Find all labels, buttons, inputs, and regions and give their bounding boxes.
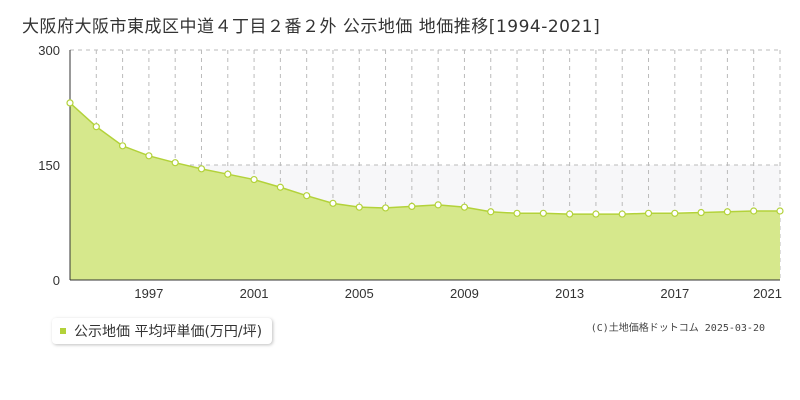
legend-label: 公示地価 平均坪単価(万円/坪) <box>74 324 263 340</box>
data-point <box>539 209 547 217</box>
y-tick-label: 150 <box>38 158 60 173</box>
y-tick-label: 0 <box>53 273 60 288</box>
data-point <box>671 209 679 217</box>
copyright-text: (C)土地価格ドットコム 2025-03-20 <box>590 323 765 334</box>
data-point <box>750 207 758 215</box>
series-line <box>69 102 780 215</box>
x-tick-label: 2021 <box>753 286 782 301</box>
data-point <box>329 199 337 207</box>
data-point <box>171 159 179 167</box>
x-tick-label: 2005 <box>345 286 374 301</box>
x-tick-label: 2001 <box>240 286 269 301</box>
data-point <box>408 202 416 210</box>
legend: 公示地価 平均坪単価(万円/坪) <box>52 318 273 344</box>
data-point <box>618 210 626 218</box>
data-point <box>303 192 311 200</box>
data-point <box>250 175 258 184</box>
data-point <box>776 207 784 215</box>
data-point <box>145 152 153 160</box>
data-point <box>697 208 705 217</box>
data-point <box>513 209 521 217</box>
data-point <box>92 123 100 131</box>
data-point <box>381 204 390 212</box>
legend-marker-icon <box>60 328 66 334</box>
x-tick-label: 2017 <box>660 286 689 301</box>
data-point <box>197 165 206 173</box>
x-tick-label: 2009 <box>450 286 479 301</box>
data-point <box>66 99 74 107</box>
data-point <box>487 208 495 216</box>
data-point <box>723 208 732 216</box>
data-point <box>224 170 232 178</box>
series-area <box>70 102 780 281</box>
data-point <box>460 203 469 211</box>
data-point <box>644 209 653 217</box>
data-point <box>566 210 574 218</box>
data-point <box>118 142 127 150</box>
y-tick-label: 300 <box>38 43 60 58</box>
data-point <box>276 183 284 191</box>
data-point <box>592 210 600 218</box>
chart-title: 大阪府大阪市東成区中道４丁目２番２外 公示地価 地価推移[1994-2021] <box>22 17 601 37</box>
x-tick-label: 2013 <box>555 286 584 301</box>
x-tick-label: 1997 <box>134 286 163 301</box>
data-point <box>355 203 363 211</box>
data-point <box>434 201 442 209</box>
